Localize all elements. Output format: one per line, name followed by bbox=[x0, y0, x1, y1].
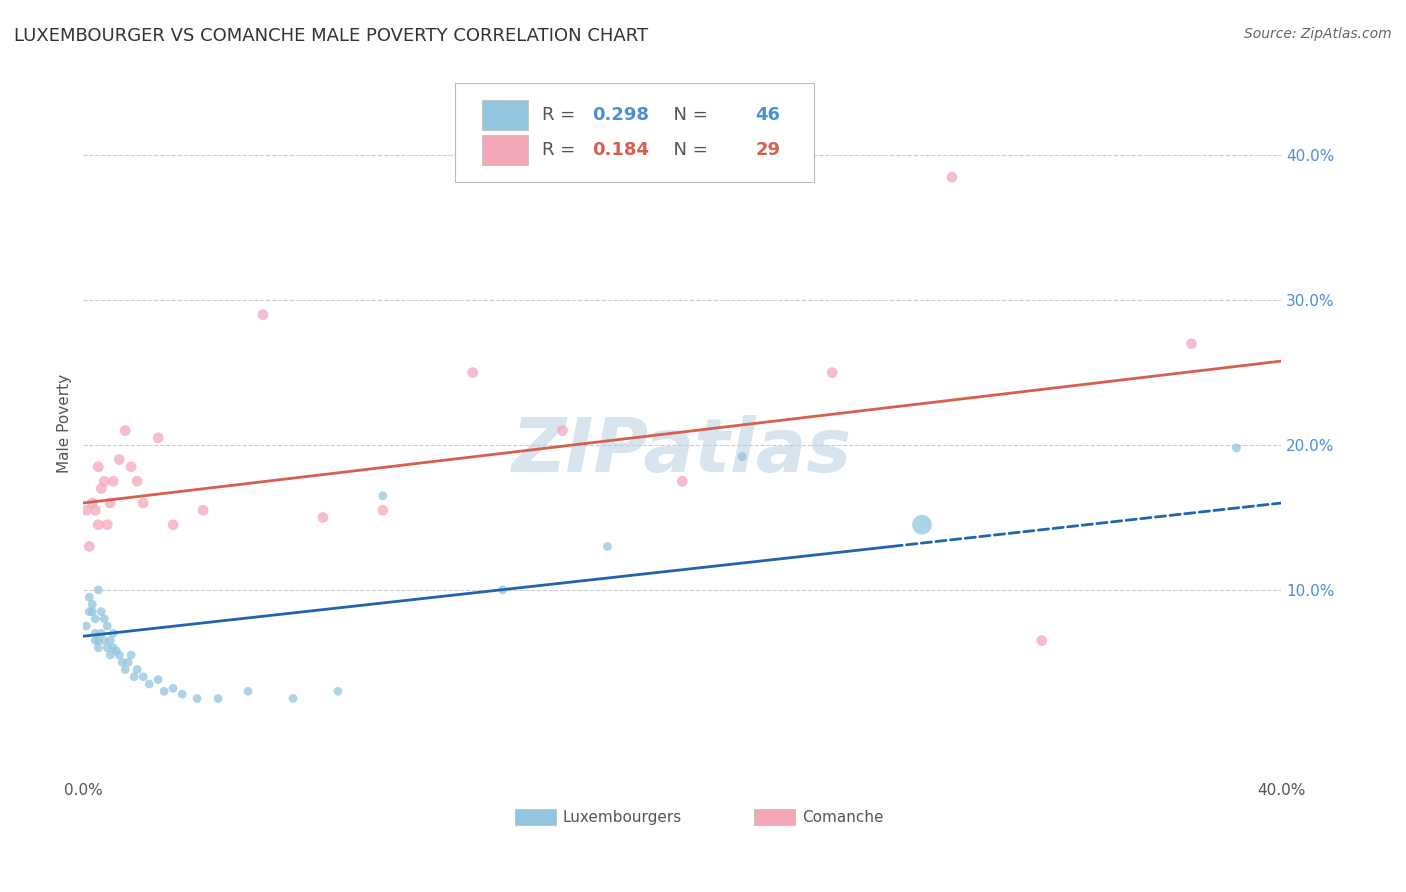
Point bbox=[98, 633, 121, 648]
Point bbox=[103, 640, 125, 655]
Text: ZIPatlas: ZIPatlas bbox=[512, 415, 852, 488]
Point bbox=[326, 684, 349, 698]
Text: 0.184: 0.184 bbox=[592, 141, 650, 159]
Point bbox=[114, 424, 136, 438]
Bar bbox=[754, 808, 796, 825]
Point bbox=[911, 517, 934, 532]
Point bbox=[117, 655, 139, 669]
Point bbox=[79, 540, 101, 554]
Point bbox=[138, 677, 160, 691]
Point bbox=[90, 482, 112, 496]
Text: LUXEMBOURGER VS COMANCHE MALE POVERTY CORRELATION CHART: LUXEMBOURGER VS COMANCHE MALE POVERTY CO… bbox=[14, 27, 648, 45]
Point bbox=[98, 496, 121, 510]
Point bbox=[132, 670, 155, 684]
Point bbox=[96, 619, 118, 633]
Y-axis label: Male Poverty: Male Poverty bbox=[58, 374, 72, 473]
Point bbox=[103, 626, 125, 640]
Point bbox=[461, 366, 484, 380]
Point bbox=[127, 663, 149, 677]
Point bbox=[96, 640, 118, 655]
Point bbox=[207, 691, 229, 706]
Point bbox=[90, 605, 112, 619]
Point bbox=[236, 684, 259, 698]
Point bbox=[79, 590, 101, 604]
Point bbox=[1225, 441, 1247, 455]
Point bbox=[252, 308, 274, 322]
Point bbox=[153, 684, 176, 698]
Bar bbox=[482, 100, 527, 129]
Text: 46: 46 bbox=[755, 105, 780, 124]
Point bbox=[87, 640, 110, 655]
Point bbox=[87, 582, 110, 597]
Point bbox=[96, 517, 118, 532]
Point bbox=[491, 582, 513, 597]
Point bbox=[108, 648, 131, 662]
Point bbox=[82, 605, 104, 619]
Point bbox=[146, 431, 169, 445]
Point bbox=[551, 424, 574, 438]
Point bbox=[114, 663, 136, 677]
Point bbox=[82, 496, 104, 510]
Point bbox=[98, 648, 121, 662]
Point bbox=[87, 459, 110, 474]
Point bbox=[75, 619, 97, 633]
Point bbox=[108, 452, 131, 467]
Text: Luxembourgers: Luxembourgers bbox=[562, 810, 682, 825]
Point bbox=[162, 517, 184, 532]
Text: N =: N = bbox=[662, 105, 713, 124]
Point bbox=[821, 366, 844, 380]
Point bbox=[172, 687, 194, 701]
Point bbox=[371, 489, 394, 503]
Point bbox=[146, 673, 169, 687]
Text: R =: R = bbox=[543, 141, 581, 159]
Text: R =: R = bbox=[543, 105, 581, 124]
Point bbox=[186, 691, 208, 706]
Point bbox=[731, 450, 754, 464]
Point bbox=[87, 633, 110, 648]
Point bbox=[120, 648, 142, 662]
Point bbox=[312, 510, 335, 524]
Point bbox=[281, 691, 304, 706]
Point bbox=[111, 655, 134, 669]
Point bbox=[120, 459, 142, 474]
Point bbox=[596, 540, 619, 554]
FancyBboxPatch shape bbox=[454, 83, 814, 182]
Point bbox=[90, 626, 112, 640]
Text: N =: N = bbox=[662, 141, 713, 159]
Text: 29: 29 bbox=[755, 141, 780, 159]
Text: Comanche: Comanche bbox=[803, 810, 883, 825]
Point bbox=[75, 503, 97, 517]
Point bbox=[93, 475, 115, 489]
Bar bbox=[482, 136, 527, 165]
Point bbox=[93, 612, 115, 626]
Point bbox=[87, 517, 110, 532]
Point bbox=[84, 626, 107, 640]
Point bbox=[162, 681, 184, 696]
Bar bbox=[515, 808, 555, 825]
Point bbox=[84, 503, 107, 517]
Point bbox=[1180, 336, 1202, 351]
Point bbox=[93, 633, 115, 648]
Point bbox=[941, 170, 963, 185]
Point bbox=[105, 643, 128, 657]
Point bbox=[371, 503, 394, 517]
Point bbox=[191, 503, 214, 517]
Point bbox=[132, 496, 155, 510]
Text: 0.298: 0.298 bbox=[592, 105, 650, 124]
Point bbox=[79, 605, 101, 619]
Point bbox=[122, 670, 145, 684]
Point bbox=[84, 612, 107, 626]
Point bbox=[82, 598, 104, 612]
Point bbox=[1031, 633, 1053, 648]
Point bbox=[103, 475, 125, 489]
Point bbox=[84, 633, 107, 648]
Point bbox=[671, 475, 693, 489]
Point bbox=[127, 475, 149, 489]
Text: Source: ZipAtlas.com: Source: ZipAtlas.com bbox=[1244, 27, 1392, 41]
